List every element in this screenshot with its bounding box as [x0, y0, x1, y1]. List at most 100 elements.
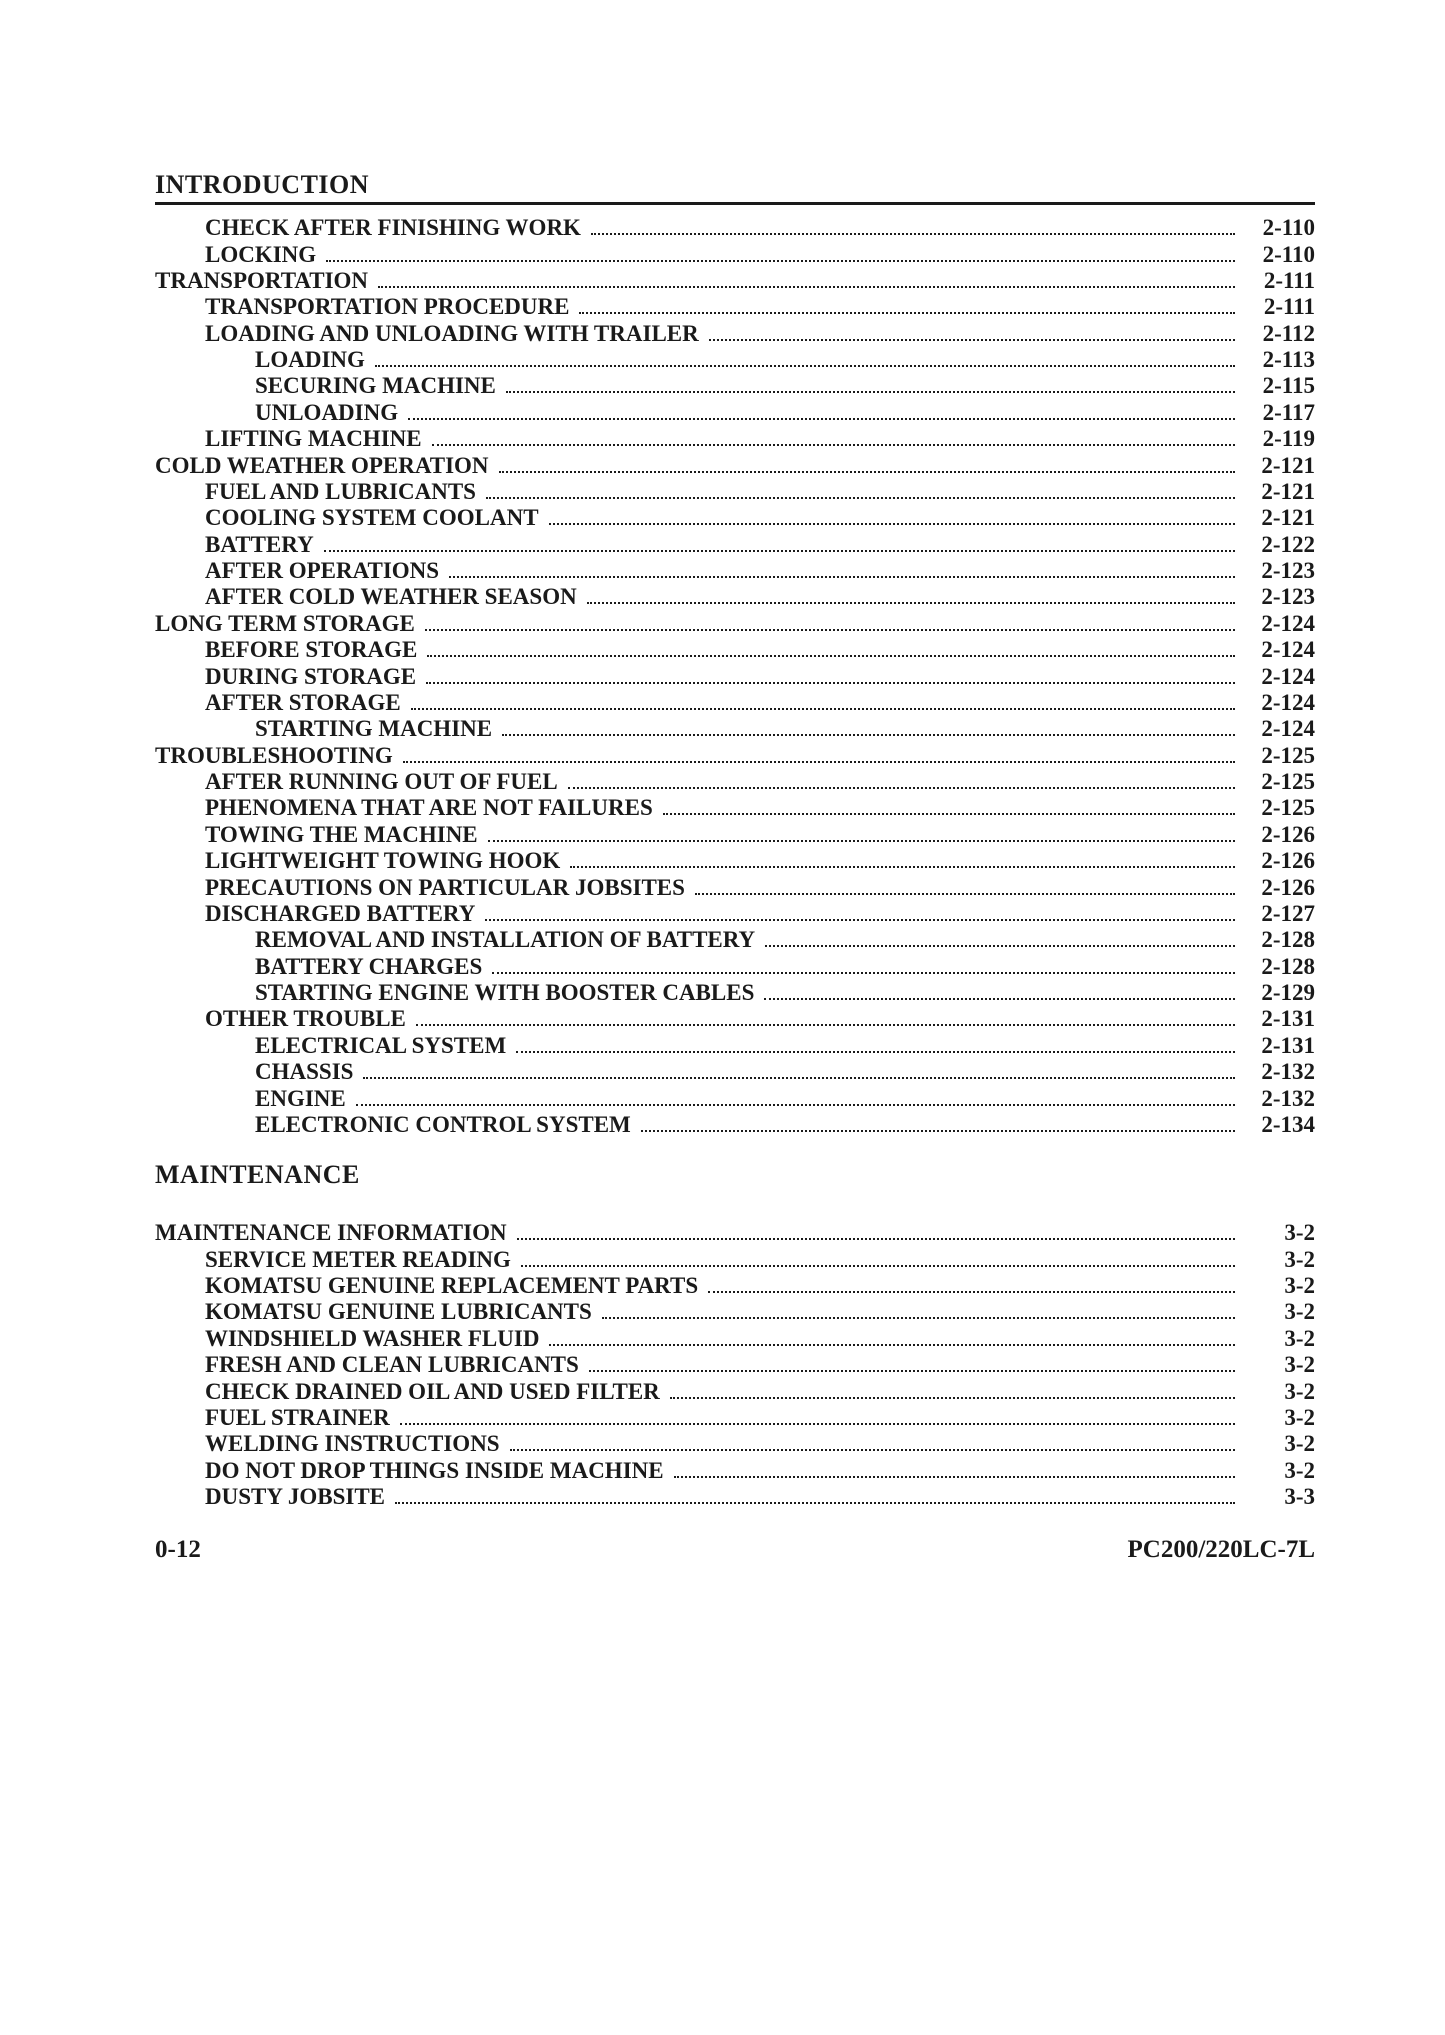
toc-page-number: 3-2 [1239, 1248, 1315, 1271]
toc-entry: ELECTRONIC CONTROL SYSTEM2-134 [155, 1112, 1315, 1138]
toc-label: FRESH AND CLEAN LUBRICANTS [155, 1353, 585, 1376]
toc-leader-dots [764, 997, 1235, 1000]
toc-page-number: 2-127 [1239, 902, 1315, 925]
toc-page-number: 2-131 [1239, 1007, 1315, 1030]
toc-entry: SECURING MACHINE 2-115 [155, 373, 1315, 399]
toc-leader-dots [395, 1501, 1235, 1504]
toc-page-number: 3-2 [1239, 1274, 1315, 1297]
toc-leader-dots [589, 1369, 1235, 1372]
toc-leader-dots [427, 654, 1235, 657]
toc-page-number: 2-121 [1239, 454, 1315, 477]
toc-page-number: 2-111 [1239, 269, 1315, 292]
toc-page-number: 2-132 [1239, 1060, 1315, 1083]
toc-entry: ELECTRICAL SYSTEM 2-131 [155, 1033, 1315, 1059]
toc-label: COLD WEATHER OPERATION [155, 454, 495, 477]
toc-page-number: 2-126 [1239, 876, 1315, 899]
toc-entry: TROUBLESHOOTING2-125 [155, 743, 1315, 769]
toc-leader-dots [765, 944, 1235, 947]
toc-label: DISCHARGED BATTERY [155, 902, 481, 925]
toc-label: DO NOT DROP THINGS INSIDE MACHINE [155, 1459, 670, 1482]
toc-entry: LOADING2-113 [155, 347, 1315, 373]
toc-entry: STARTING MACHINE2-124 [155, 716, 1315, 742]
toc-page-number: 3-2 [1239, 1353, 1315, 1376]
toc-entry: LIGHTWEIGHT TOWING HOOK 2-126 [155, 848, 1315, 874]
toc-leader-dots [492, 971, 1235, 974]
toc-leader-dots [674, 1475, 1235, 1478]
toc-label: AFTER STORAGE [155, 691, 407, 714]
toc-leader-dots [502, 733, 1235, 736]
toc-label: LIFTING MACHINE [155, 427, 428, 450]
toc-entry: TRANSPORTATION PROCEDURE2-111 [155, 294, 1315, 320]
toc-page-number: 2-115 [1239, 374, 1315, 397]
page-footer: 0-12 PC200/220LC-7L [155, 1536, 1315, 1564]
toc-entry: LOADING AND UNLOADING WITH TRAILER2-112 [155, 321, 1315, 347]
toc-page-number: 3-2 [1239, 1459, 1315, 1482]
toc-entry: BEFORE STORAGE2-124 [155, 637, 1315, 663]
toc-page-number: 2-124 [1239, 691, 1315, 714]
toc-label: BATTERY [155, 533, 320, 556]
toc-page-number: 2-123 [1239, 585, 1315, 608]
toc-leader-dots [425, 628, 1235, 631]
toc-list: CHECK AFTER FINISHING WORK2-110LOCKING2-… [155, 215, 1315, 1138]
toc-page-number: 2-111 [1239, 295, 1315, 318]
toc-page-number: 2-131 [1239, 1034, 1315, 1057]
toc-label: WELDING INSTRUCTIONS [155, 1432, 506, 1455]
toc-entry: STARTING ENGINE WITH BOOSTER CABLES2-129 [155, 980, 1315, 1006]
toc-leader-dots [641, 1129, 1235, 1132]
toc-page-number: 2-126 [1239, 849, 1315, 872]
toc-leader-dots [486, 496, 1235, 499]
toc-page-number: 2-128 [1239, 928, 1315, 951]
toc-leader-dots [549, 522, 1235, 525]
toc-page-number: 2-124 [1239, 665, 1315, 688]
toc-page-number: 2-119 [1239, 427, 1315, 450]
toc-page-number: 3-2 [1239, 1300, 1315, 1323]
toc-label: ELECTRICAL SYSTEM [155, 1034, 512, 1057]
toc-entry: PRECAUTIONS ON PARTICULAR JOBSITES 2-126 [155, 874, 1315, 900]
toc-page-number: 3-2 [1239, 1380, 1315, 1403]
toc-entry: AFTER OPERATIONS 2-123 [155, 558, 1315, 584]
toc-label: FUEL STRAINER [155, 1406, 396, 1429]
toc-page-number: 3-2 [1239, 1221, 1315, 1244]
toc-entry: CHECK DRAINED OIL AND USED FILTER 3-2 [155, 1378, 1315, 1404]
toc-entry: COOLING SYSTEM COOLANT2-121 [155, 505, 1315, 531]
toc-page-number: 2-125 [1239, 770, 1315, 793]
toc-leader-dots [570, 865, 1235, 868]
toc-leader-dots [568, 786, 1235, 789]
toc-leader-dots [709, 338, 1235, 341]
footer-model-code: PC200/220LC-7L [1128, 1536, 1316, 1564]
toc-label: PRECAUTIONS ON PARTICULAR JOBSITES [155, 876, 691, 899]
toc-leader-dots [695, 892, 1235, 895]
toc-leader-dots [426, 681, 1235, 684]
toc-label: CHECK DRAINED OIL AND USED FILTER [155, 1380, 666, 1403]
toc-page-number: 2-117 [1239, 401, 1315, 424]
toc-entry: FUEL AND LUBRICANTS2-121 [155, 479, 1315, 505]
toc-page-number: 2-124 [1239, 612, 1315, 635]
toc-leader-dots [356, 1103, 1235, 1106]
toc-page-number: 2-134 [1239, 1113, 1315, 1136]
toc-page-number: 2-123 [1239, 559, 1315, 582]
toc-page-number: 2-110 [1239, 216, 1315, 239]
toc-entry: TRANSPORTATION2-111 [155, 268, 1315, 294]
toc-page-number: 3-2 [1239, 1327, 1315, 1350]
toc-leader-dots [587, 601, 1235, 604]
toc-page-number: 2-113 [1239, 348, 1315, 371]
toc-list: MAINTENANCE INFORMATION3-2SERVICE METER … [155, 1220, 1315, 1510]
toc-label: MAINTENANCE INFORMATION [155, 1221, 513, 1244]
toc-entry: REMOVAL AND INSTALLATION OF BATTERY2-128 [155, 927, 1315, 953]
toc-leader-dots [408, 417, 1235, 420]
toc-entry: MAINTENANCE INFORMATION 3-2 [155, 1220, 1315, 1246]
section-heading: INTRODUCTION [155, 170, 1315, 205]
toc-leader-dots [549, 1343, 1235, 1346]
toc-label: TOWING THE MACHINE [155, 823, 484, 846]
toc-entry: DUSTY JOBSITE3-3 [155, 1484, 1315, 1510]
toc-label: LIGHTWEIGHT TOWING HOOK [155, 849, 566, 872]
toc-label: UNLOADING [155, 401, 404, 424]
toc-label: AFTER OPERATIONS [155, 559, 445, 582]
toc-label: STARTING ENGINE WITH BOOSTER CABLES [155, 981, 760, 1004]
toc-page-number: 2-124 [1239, 717, 1315, 740]
footer-page-number: 0-12 [155, 1536, 201, 1564]
toc-entry: TOWING THE MACHINE2-126 [155, 822, 1315, 848]
toc-label: SECURING MACHINE [155, 374, 502, 397]
toc-label: PHENOMENA THAT ARE NOT FAILURES [155, 796, 659, 819]
toc-entry: LOCKING2-110 [155, 241, 1315, 267]
